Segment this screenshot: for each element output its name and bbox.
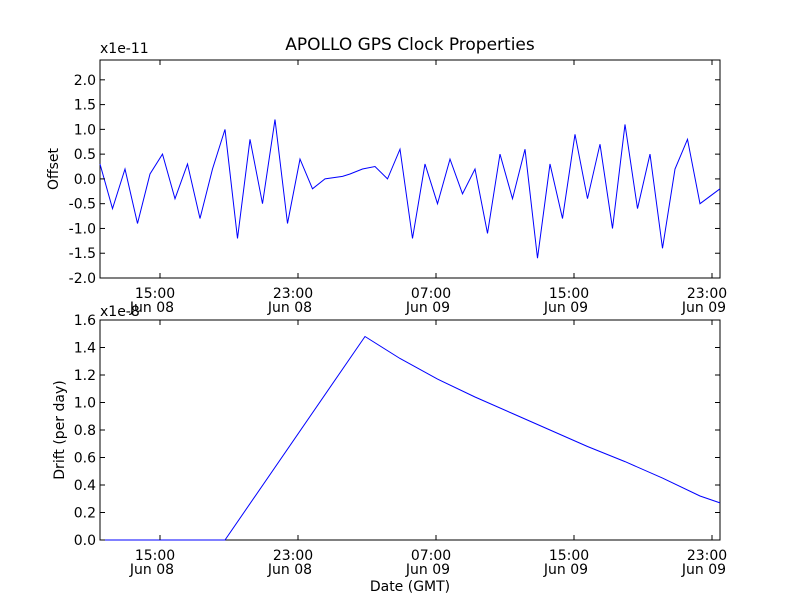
- drift-y-tick-label: 0.4: [74, 478, 96, 494]
- drift-x-axis-label: Date (GMT): [370, 579, 450, 595]
- drift-y-tick-label: 0.8: [74, 423, 96, 439]
- drift-plot-frame: [99, 319, 721, 541]
- drift-x-tick-date-label: Jun 08: [267, 562, 312, 578]
- offset-x-tick-date-label: Jun 09: [681, 300, 726, 316]
- chart-title: APOLLO GPS Clock Properties: [285, 35, 535, 55]
- offset-series-line: [99, 119, 721, 259]
- offset-panel: -2.0-1.5-1.0-0.50.00.51.01.52.0 15:00Jun…: [46, 41, 727, 316]
- offset-x-tick-time-label: 15:00: [135, 286, 175, 302]
- offset-x-tick-date-label: Jun 08: [129, 300, 174, 316]
- drift-y-tick-label: 1.2: [74, 368, 96, 384]
- offset-y-tick-label: 1.5: [74, 98, 96, 114]
- drift-scale-label: x1e-8: [100, 304, 140, 320]
- drift-y-tick-label: 1.0: [74, 396, 96, 412]
- offset-x-tick-date-label: Jun 08: [267, 300, 312, 316]
- offset-y-tick-label: 1.0: [74, 122, 96, 138]
- drift-x-tick-date-label: Jun 09: [681, 562, 726, 578]
- offset-y-tick-label: -1.5: [69, 246, 96, 262]
- offset-plot-frame: [99, 59, 721, 279]
- offset-x-tick-time-label: 15:00: [549, 286, 589, 302]
- offset-y-tick-label: 0.5: [74, 147, 96, 163]
- offset-x-tick-time-label: 07:00: [411, 286, 451, 302]
- offset-y-tick-label: 0.0: [74, 172, 96, 188]
- drift-x-tick-date-label: Jun 09: [405, 562, 450, 578]
- offset-x-tick-date-label: Jun 09: [405, 300, 450, 316]
- drift-y-axis-label: Drift (per day): [52, 380, 68, 479]
- offset-y-tick-label: -0.5: [69, 197, 96, 213]
- offset-x-tick-time-label: 23:00: [687, 286, 727, 302]
- offset-y-tick-label: 2.0: [74, 73, 96, 89]
- offset-y-tick-label: -2.0: [69, 271, 96, 287]
- drift-series-line: [100, 335, 721, 541]
- drift-x-tick-time-label: 07:00: [411, 548, 451, 564]
- drift-x-tick-time-label: 15:00: [549, 548, 589, 564]
- drift-x-tick-time-label: 23:00: [273, 548, 313, 564]
- offset-x-tick-time-label: 23:00: [273, 286, 313, 302]
- offset-y-axis-label: Offset: [46, 147, 62, 190]
- drift-x-tick-date-label: Jun 08: [129, 562, 174, 578]
- drift-x-tick-time-label: 23:00: [687, 548, 727, 564]
- drift-y-tick-label: 1.4: [74, 341, 96, 357]
- drift-x-tick-date-label: Jun 09: [543, 562, 588, 578]
- offset-scale-label: x1e-11: [100, 41, 149, 57]
- drift-y-tick-label: 0.6: [74, 451, 96, 467]
- offset-y-tick-label: -1.0: [69, 221, 96, 237]
- drift-y-tick-label: 0.0: [74, 533, 96, 549]
- offset-x-tick-date-label: Jun 09: [543, 300, 588, 316]
- drift-y-tick-label: 1.6: [74, 313, 96, 329]
- drift-x-tick-time-label: 15:00: [135, 548, 175, 564]
- drift-y-tick-label: 0.2: [74, 506, 96, 522]
